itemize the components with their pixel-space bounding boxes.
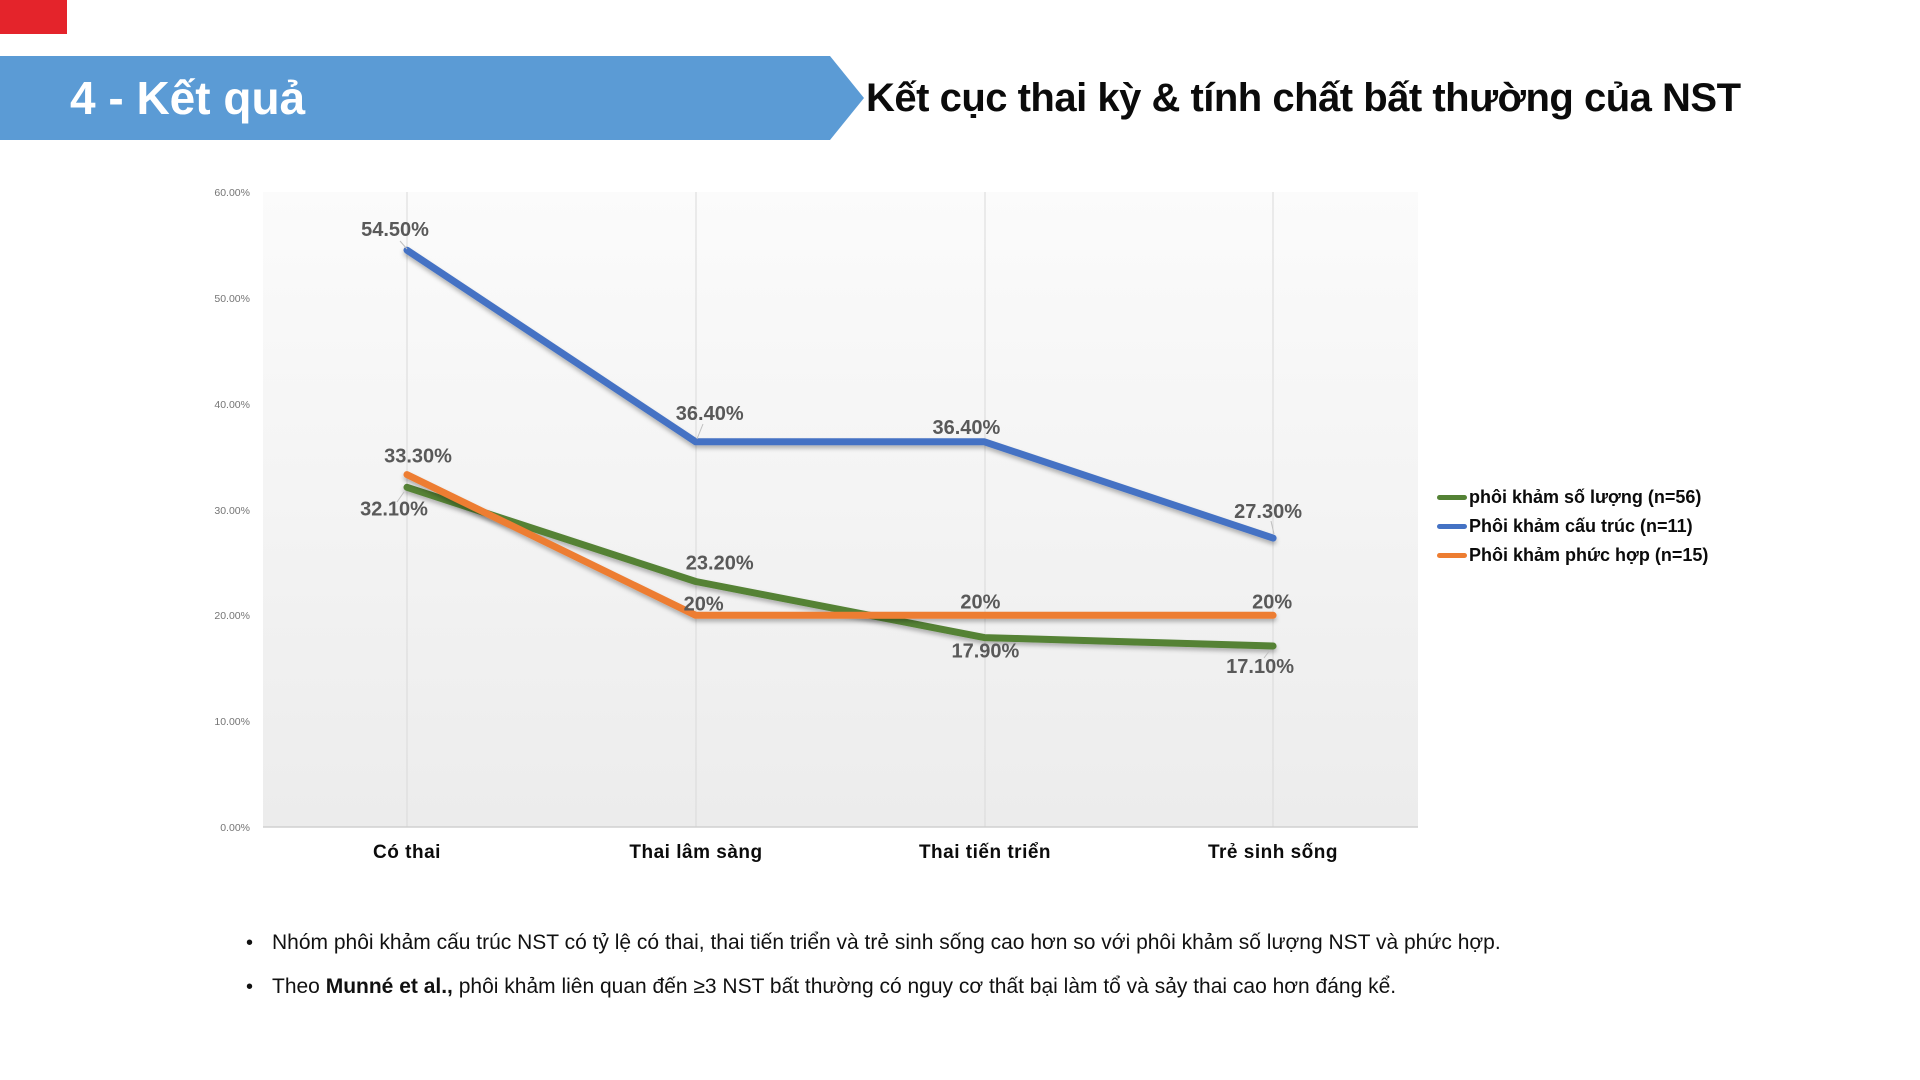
red-accent-bar bbox=[0, 0, 67, 34]
note-text-plain: Theo bbox=[272, 975, 326, 998]
leader-line bbox=[399, 240, 408, 250]
section-banner: 4 - Kết quả bbox=[0, 56, 830, 140]
data-label: 27.30% bbox=[1234, 501, 1302, 523]
y-tick-label-50: 50.00% bbox=[214, 293, 250, 305]
section-banner-label: 4 - Kết quả bbox=[70, 72, 306, 124]
x-category-label-2: Thai lâm sàng bbox=[629, 842, 762, 863]
y-tick-label-10: 10.00% bbox=[214, 716, 250, 728]
note-text-bold: Munné et al., bbox=[325, 975, 453, 998]
legend-blue-line-swatch-icon bbox=[1437, 523, 1467, 529]
data-label: 54.50% bbox=[361, 219, 429, 241]
data-label: 20% bbox=[684, 593, 724, 615]
data-label: 36.40% bbox=[676, 403, 744, 425]
y-tick-label-0: 0.00% bbox=[220, 822, 250, 834]
legend-item-phuc-hop: Phôi khảm phức hợp (n=15) bbox=[1437, 544, 1708, 566]
legend-orange-line-swatch-icon bbox=[1437, 552, 1467, 558]
section-banner-arrow-icon bbox=[830, 56, 864, 140]
chart-legend: phôi khảm số lượng (n=56) Phôi khảm cấu … bbox=[1437, 486, 1708, 573]
data-label: 17.10% bbox=[1226, 656, 1294, 678]
x-category-label-3: Thai tiến triển bbox=[919, 842, 1051, 863]
legend-label: Phôi khảm phức hợp (n=15) bbox=[1469, 544, 1709, 565]
legend-green-line-swatch-icon bbox=[1437, 494, 1467, 500]
note-item-2: • Theo Munné et al., phôi khảm liên quan… bbox=[246, 973, 1746, 1001]
leader-line bbox=[1263, 649, 1271, 659]
y-tick-label-40: 40.00% bbox=[214, 399, 250, 411]
note-text-plain: Nhóm phôi khảm cấu trúc NST có tỷ lệ có … bbox=[272, 931, 1501, 954]
legend-label: Phôi khảm cấu trúc (n=11) bbox=[1469, 515, 1693, 536]
leader-line bbox=[396, 491, 405, 503]
x-category-label-1: Có thai bbox=[373, 842, 441, 863]
note-text: Theo Munné et al., phôi khảm liên quan đ… bbox=[272, 973, 1396, 1001]
data-label: 20% bbox=[1252, 591, 1292, 613]
plot-area-background bbox=[263, 192, 1418, 827]
note-text-plain: phôi khảm liên quan đến ≥3 NST bất thườn… bbox=[452, 975, 1397, 998]
y-tick-label-60: 60.00% bbox=[214, 187, 250, 199]
y-tick-label-20: 20.00% bbox=[214, 610, 250, 622]
note-item-1: • Nhóm phôi khảm cấu trúc NST có tỷ lệ c… bbox=[246, 929, 1746, 957]
x-category-label-4: Trẻ sinh sống bbox=[1208, 842, 1338, 863]
data-label: 20% bbox=[960, 591, 1000, 613]
legend-item-so-luong: phôi khảm số lượng (n=56) bbox=[1437, 486, 1708, 508]
note-text: Nhóm phôi khảm cấu trúc NST có tỷ lệ có … bbox=[272, 929, 1501, 957]
data-label: 23.20% bbox=[686, 553, 754, 575]
data-label: 36.40% bbox=[932, 417, 1000, 439]
notes-list: • Nhóm phôi khảm cấu trúc NST có tỷ lệ c… bbox=[246, 929, 1746, 1017]
bullet-marker: • bbox=[246, 932, 254, 954]
legend-label: phôi khảm số lượng (n=56) bbox=[1469, 486, 1702, 507]
legend-item-cau-truc: Phôi khảm cấu trúc (n=11) bbox=[1437, 515, 1708, 537]
slide-title: Kết cục thai kỳ & tính chất bất thường c… bbox=[866, 76, 1741, 120]
y-tick-label-30: 30.00% bbox=[214, 505, 250, 517]
series-line-phoi-kham-so-luong bbox=[403, 483, 1277, 650]
leader-line bbox=[696, 423, 704, 440]
data-label: 33.30% bbox=[384, 446, 452, 468]
series-line-phoi-kham-phuc-hop bbox=[403, 471, 1277, 619]
data-label: 17.90% bbox=[951, 641, 1019, 663]
series-line-phoi-kham-cau-truc bbox=[403, 246, 1277, 542]
leader-line bbox=[1270, 520, 1275, 535]
bullet-marker: • bbox=[246, 976, 254, 998]
data-label: 32.10% bbox=[360, 498, 428, 520]
